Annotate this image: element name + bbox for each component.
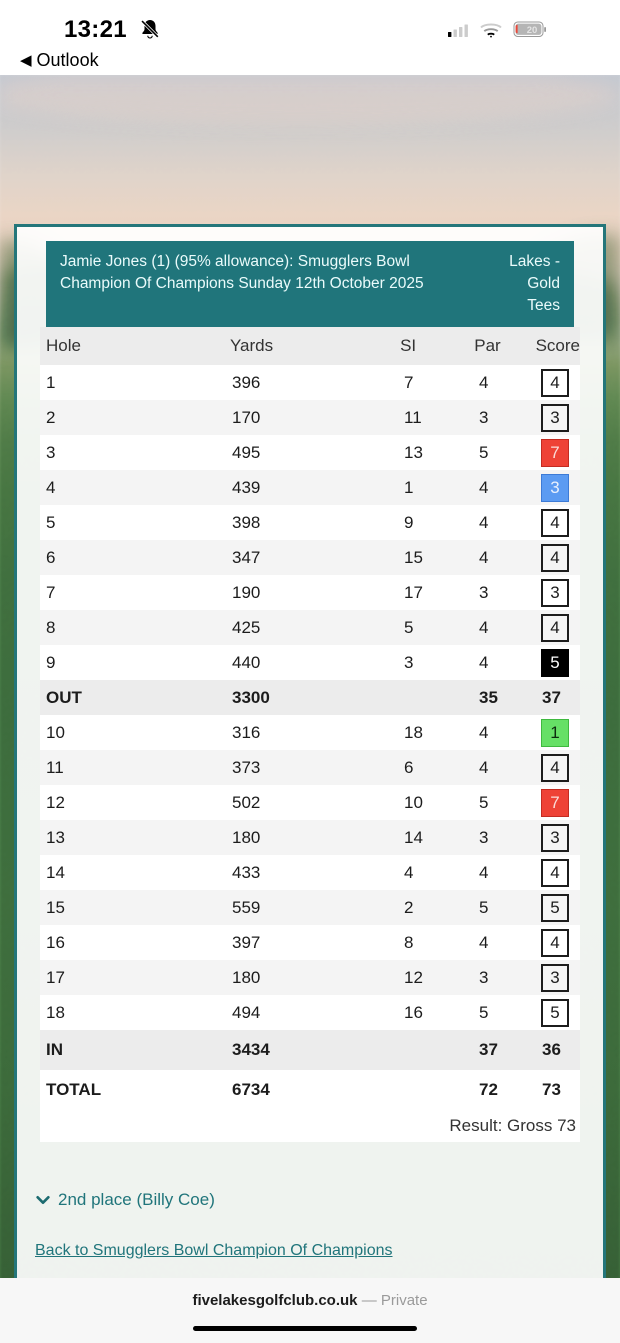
svg-text:20: 20 (527, 25, 538, 36)
